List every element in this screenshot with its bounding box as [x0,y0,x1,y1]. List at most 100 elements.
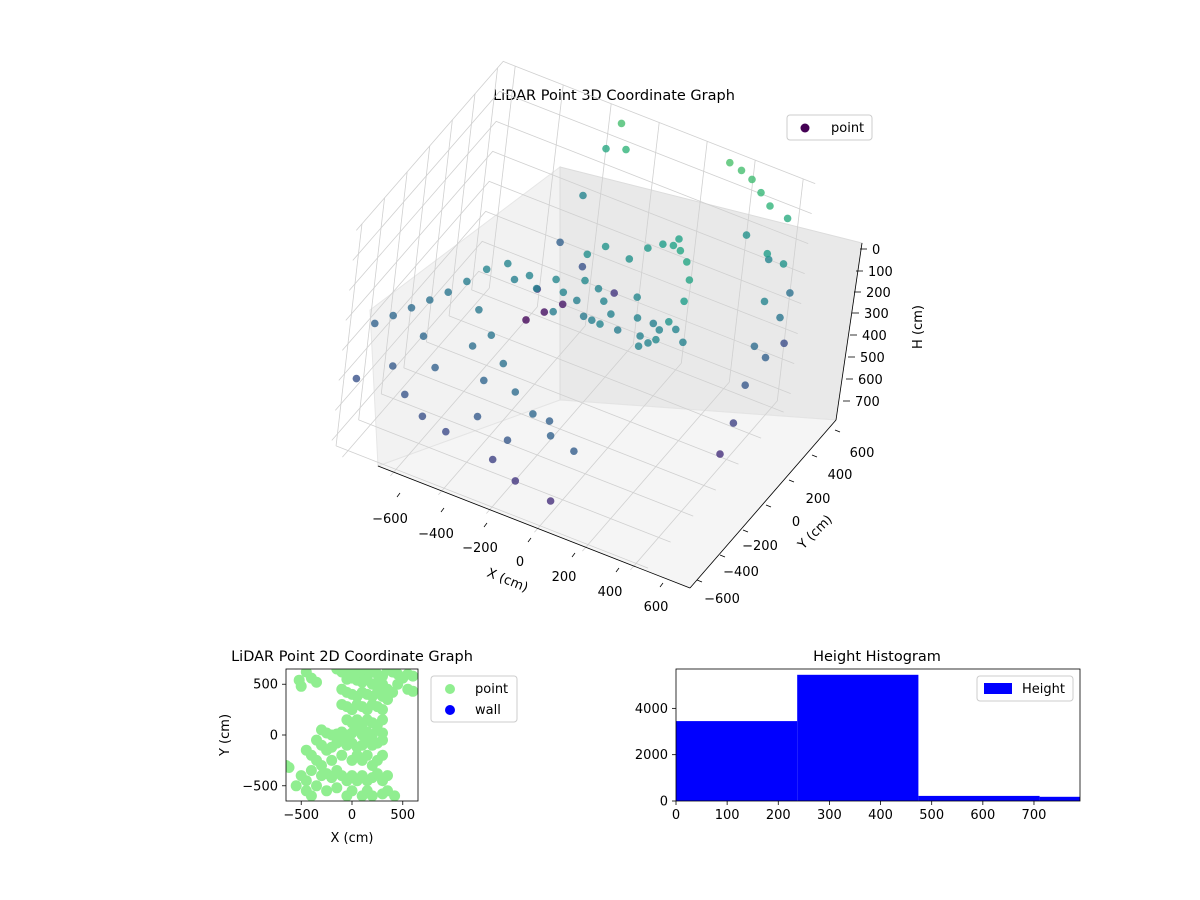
x-axis-line [377,465,691,589]
grid-line [680,141,708,364]
grid-line [352,90,812,261]
y-ticks-2d: −500 0 500 [242,678,286,794]
scatter-3d-point [578,262,587,271]
grid-line [348,120,809,291]
scatter-2d-point-point [382,694,393,705]
y-tick-mark [765,504,772,508]
grid-line [403,145,431,368]
scatter-3d-point [546,497,555,505]
scatter-2d-point-point [311,780,322,792]
x-tick-mark [527,537,532,543]
scatter-3d-point [683,258,691,266]
x-ticks-2d: −500 0 500 [283,801,415,823]
y-tick-label: 400 [828,468,853,483]
scatter-2d-point-point [305,790,317,801]
scatter-3d-point [559,288,568,297]
chart-2d-xlabel: X (cm) [331,831,374,846]
grid-line [632,122,660,345]
x-tick-label: 100 [715,808,740,823]
histogram-frame [675,668,1081,802]
scatter-3d-point [622,145,630,154]
scatter-3d-point [594,284,603,293]
scatter-3d-point [556,238,564,247]
grid-line [403,367,716,491]
scatter-3d-point [786,289,794,297]
chart-2d-title: LiDAR Point 2D Coordinate Graph [231,649,473,665]
y-tick-mark [811,454,818,458]
scatter-3d-points [352,119,794,505]
scatter-3d-point [468,342,477,350]
scatter-2d-point-point [407,670,418,682]
scatter-2d-point-point [286,762,295,773]
scatter-3d-point [499,359,508,368]
scatter-3d-point [401,390,409,399]
z-tick-label: 400 [862,329,887,344]
y-tick-label: −200 [742,539,778,554]
z-tick-label: 0 [872,243,880,258]
scatter-3d-point [652,335,660,344]
grid-line [582,381,730,552]
x-tick-label: 400 [598,585,623,600]
grid-line [331,270,791,441]
scatter-3d-point [685,276,694,284]
scatter-3d-point [545,417,554,425]
x-tick-mark [571,552,576,558]
grid-line [426,341,739,465]
scatter-3d-point [444,288,453,297]
scatter-3d-point [510,275,519,284]
legend-2d-label-point: point [475,682,508,697]
z-tick-label: 100 [868,265,893,280]
scatter-3d-point [634,342,643,351]
chart-histogram: Height Histogram 0 100 200 300 400 500 600 700 … [635,649,1081,823]
histogram-bars [676,674,1080,801]
scatter-3d-point [532,284,541,293]
scatter-3d-point [570,447,578,456]
legend-2d-marker-wall [445,705,455,715]
chart-2d: LiDAR Point 2D Coordinate Graph −500 0 500… [218,649,518,846]
scatter-3d-point [352,374,361,383]
y-tick-label: 0 [792,515,800,530]
histogram-y-ticks: 0 2000 4000 [635,702,676,810]
legend-histogram-swatch [984,683,1012,694]
grid-line [488,66,516,289]
y-tick-mark [719,554,726,558]
scatter-3d-point [617,119,626,128]
scatter-3d-point [748,175,756,184]
x-tick-label: 200 [552,570,577,585]
grid-line [534,363,682,533]
histogram-bar [918,795,1040,801]
scatter-3d-point [649,319,658,328]
scatter-3d-point [761,353,770,362]
scatter-3d-point [760,297,769,306]
scatter-3d-point [633,314,642,322]
y-axis-line [689,419,837,589]
chart-3d-zlabel: H (cm) [911,305,926,349]
scatter-2d-point-point [377,734,388,746]
histogram-bar [797,674,919,801]
scatter-2d-point-point [361,749,373,761]
z-tick-label: 300 [864,307,889,322]
legend-3d-label-point: point [831,121,864,136]
legend-histogram: Height [976,675,1074,702]
scatter-3d-point [729,419,738,427]
legend-histogram-box [976,675,1074,702]
scatter-3d-point [511,388,520,396]
scatter-3d-point [644,339,652,347]
scatter-3d-point [480,376,488,385]
scatter-2d-point-point [293,674,305,686]
x-tick-label: 700 [1022,808,1047,823]
scatter-3d-point [776,313,784,322]
scatter-3d-point [672,325,680,334]
grid-line [448,93,476,316]
scatter-3d-point [552,275,560,284]
scatter-3d-point [504,259,512,268]
scatter-3d-point [679,338,687,347]
scatter-2d-point-point [366,790,378,801]
chart-3d: LiDAR Point 3D Coordinate Graph −600 −400… [331,60,926,615]
scatter-3d-point [633,293,641,302]
grid-line [338,210,798,381]
grid-line [334,240,795,411]
histogram-bar [1039,796,1080,801]
y-tick-label: −500 [242,779,278,794]
